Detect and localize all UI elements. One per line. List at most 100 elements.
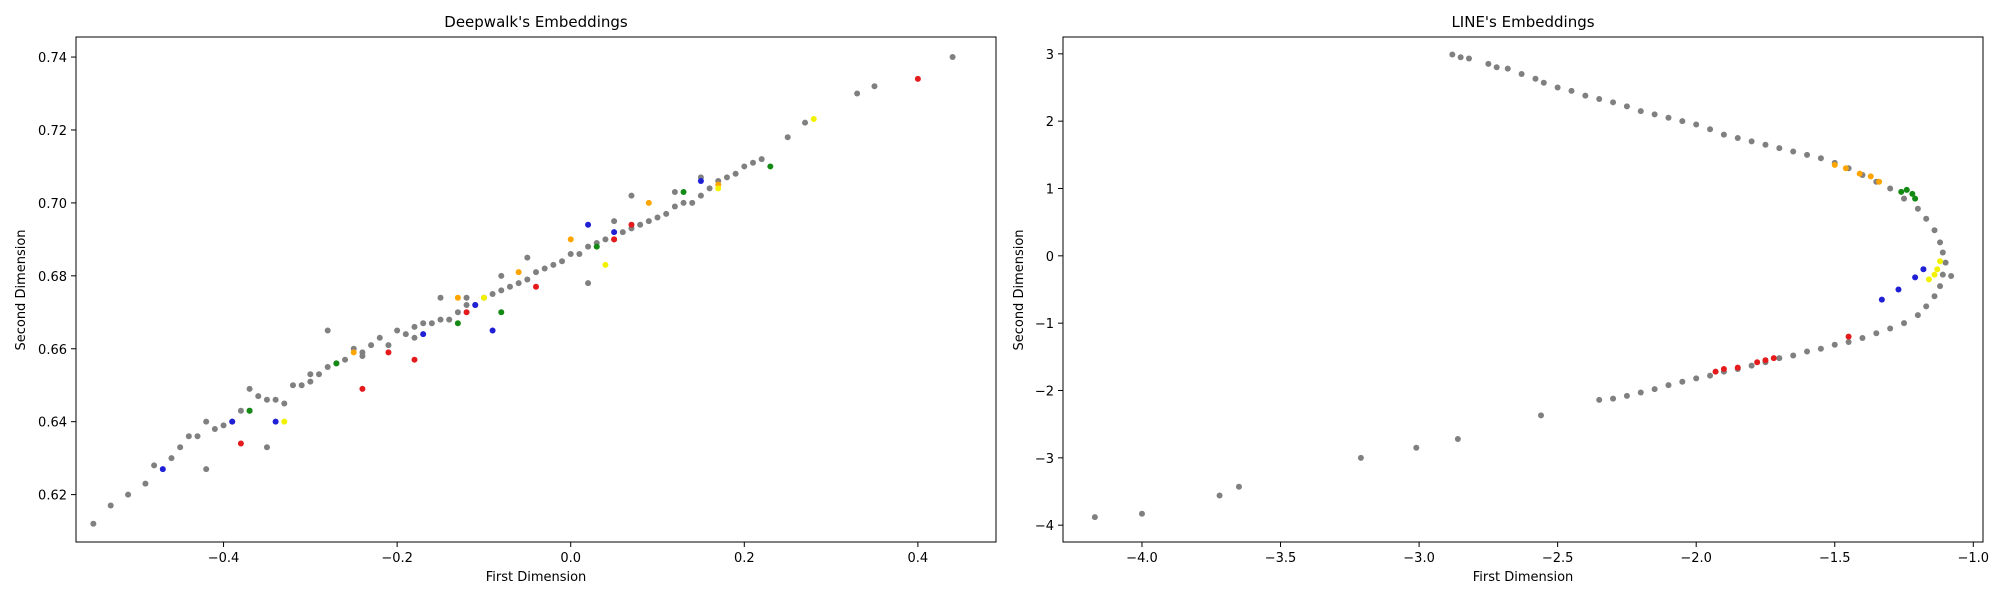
- line-point-gray: [1518, 71, 1525, 78]
- deepwalk-point-gray: [654, 214, 661, 221]
- deepwalk-point-gray: [706, 185, 713, 192]
- line-point-gray: [1610, 395, 1617, 402]
- deepwalk-point-gray: [463, 294, 470, 301]
- line-point-gray: [1465, 55, 1472, 62]
- line-point-red: [1712, 368, 1719, 375]
- deepwalk-point-green: [454, 320, 461, 327]
- deepwalk-chart: Deepwalk's Embeddings −0.4 −0.2 0.0 0.2 0.4 0…: [14, 13, 997, 585]
- deepwalk-point-gray: [723, 174, 730, 181]
- line-point-gray: [1504, 65, 1511, 72]
- line-point-gray: [1679, 118, 1686, 125]
- line-y-tick-label: −3: [1035, 452, 1054, 467]
- deepwalk-point-gray: [289, 382, 296, 389]
- deepwalk-point-orange: [454, 294, 461, 301]
- deepwalk-point-gray: [524, 276, 531, 283]
- line-point-gray: [1901, 195, 1908, 202]
- deepwalk-point-gray: [394, 327, 401, 334]
- deepwalk-point-gray: [420, 320, 427, 327]
- deepwalk-point-gray: [611, 218, 618, 225]
- line-y-tick-label: −1: [1035, 317, 1054, 332]
- line-point-orange: [1842, 165, 1849, 172]
- deepwalk-point-gray: [671, 188, 678, 195]
- line-point-gray: [1235, 483, 1242, 490]
- deepwalk-y-tick-label: 0.72: [38, 124, 67, 139]
- deepwalk-point-gray: [316, 371, 323, 378]
- line-chart: LINE's Embeddings −4.0 −3.5 −3.0 −2.5 −2.0 −1…: [1012, 13, 1989, 585]
- line-point-gray: [1923, 215, 1930, 222]
- line-point-gray: [1693, 375, 1700, 382]
- line-point-gray: [1540, 79, 1547, 86]
- deepwalk-point-gray: [411, 334, 418, 341]
- deepwalk-point-gray: [185, 433, 192, 440]
- line-point-gray: [1485, 60, 1492, 67]
- line-point-gray: [1720, 131, 1727, 138]
- deepwalk-point-green: [333, 360, 340, 367]
- deepwalk-point-gray: [585, 243, 592, 250]
- line-point-gray: [1748, 362, 1755, 369]
- deepwalk-point-gray: [454, 309, 461, 316]
- line-point-gray: [1817, 155, 1824, 162]
- line-point-orange: [1876, 178, 1883, 185]
- deepwalk-y-axis-label: Second Dimension: [14, 229, 29, 350]
- line-x-axis-label: First Dimension: [1473, 570, 1574, 585]
- deepwalk-point-gray: [463, 301, 470, 308]
- deepwalk-point-gray: [871, 83, 878, 90]
- line-point-yellow: [1931, 271, 1938, 278]
- deepwalk-x-tick-label: 0.0: [560, 551, 581, 566]
- deepwalk-point-gray: [90, 520, 97, 527]
- line-point-red: [1720, 365, 1727, 372]
- line-point-orange: [1831, 161, 1838, 168]
- deepwalk-point-gray: [220, 422, 227, 429]
- deepwalk-point-blue: [697, 178, 704, 185]
- deepwalk-point-green: [246, 407, 253, 414]
- line-point-gray: [1582, 92, 1589, 99]
- deepwalk-point-gray: [576, 250, 583, 257]
- deepwalk-point-green: [498, 309, 505, 316]
- line-point-orange: [1856, 170, 1863, 177]
- line-point-gray: [1679, 378, 1686, 385]
- deepwalk-point-blue: [489, 327, 496, 334]
- line-point-orange: [1867, 173, 1874, 180]
- deepwalk-point-blue: [229, 418, 236, 425]
- line-point-red: [1845, 333, 1852, 340]
- deepwalk-point-gray: [515, 280, 522, 287]
- line-point-gray: [1937, 283, 1944, 290]
- deepwalk-point-gray: [125, 491, 132, 498]
- line-point-gray: [1596, 396, 1603, 403]
- deepwalk-point-yellow: [281, 418, 288, 425]
- deepwalk-point-gray: [854, 90, 861, 97]
- line-point-green: [1912, 195, 1919, 202]
- deepwalk-point-gray: [619, 229, 626, 236]
- deepwalk-point-blue: [585, 221, 592, 228]
- deepwalk-point-red: [914, 75, 921, 82]
- deepwalk-point-gray: [246, 385, 253, 392]
- line-point-gray: [1454, 435, 1461, 442]
- deepwalk-points: [90, 54, 956, 527]
- deepwalk-point-gray: [211, 425, 218, 432]
- line-points: [1091, 51, 1955, 521]
- deepwalk-point-gray: [298, 382, 305, 389]
- deepwalk-point-gray: [385, 342, 392, 349]
- line-x-tick-label: −4.0: [1126, 551, 1158, 566]
- deepwalk-point-gray: [637, 221, 644, 228]
- deepwalk-point-gray: [324, 327, 331, 334]
- line-point-gray: [1776, 145, 1783, 152]
- line-point-gray: [1665, 382, 1672, 389]
- line-point-gray: [1734, 135, 1741, 141]
- line-point-gray: [1931, 227, 1938, 234]
- deepwalk-point-gray: [151, 462, 158, 469]
- deepwalk-point-gray: [411, 323, 418, 330]
- deepwalk-point-green: [767, 163, 774, 170]
- deepwalk-point-gray: [680, 199, 687, 206]
- deepwalk-point-gray: [402, 331, 409, 338]
- line-x-tick-label: −2.0: [1680, 551, 1712, 566]
- line-point-gray: [1623, 392, 1630, 399]
- line-point-red: [1734, 364, 1741, 371]
- deepwalk-point-red: [533, 283, 539, 290]
- line-point-gray: [1651, 386, 1658, 393]
- deepwalk-point-gray: [324, 363, 331, 370]
- line-ticks: −4.0 −3.5 −3.0 −2.5 −2.0 −1.5 −1.0 −4 −3 −2 −1 0 1 2 3: [1035, 48, 1989, 566]
- line-y-tick-label: 0: [1046, 250, 1054, 265]
- line-x-tick-label: −1.5: [1819, 551, 1851, 566]
- line-point-gray: [1596, 95, 1603, 102]
